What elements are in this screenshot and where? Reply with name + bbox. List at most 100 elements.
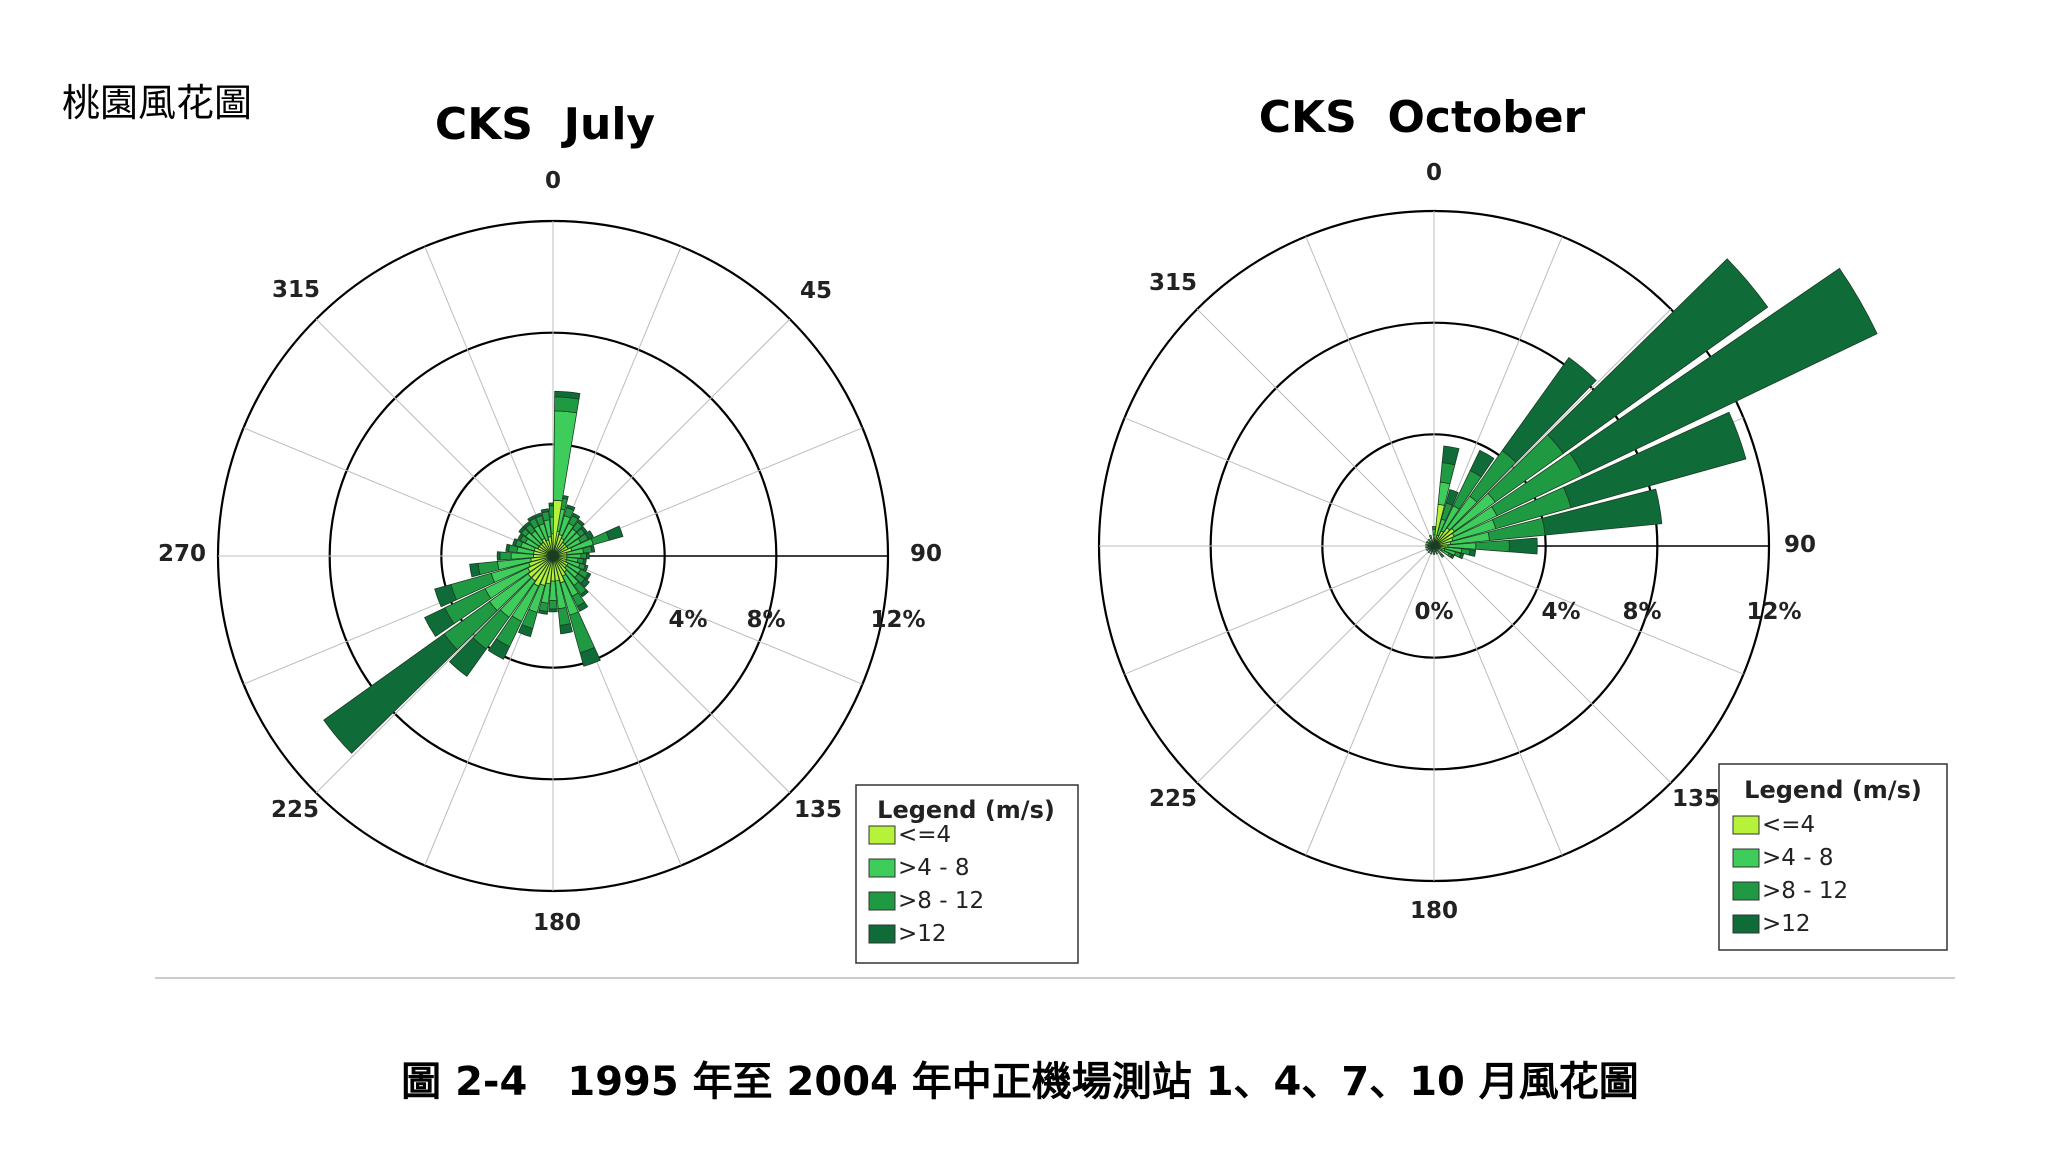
petal-100-bin-3 <box>582 558 587 565</box>
petal-160-bin-1 <box>1435 550 1438 555</box>
petal-30-bin-3 <box>1469 449 1495 478</box>
october-legend: Legend (m/s) <=4 >4 - 8 >8 - 12 >12 <box>1718 763 1948 951</box>
petal-5-bin-3 <box>554 390 581 400</box>
petal-100-bin-3 <box>1468 549 1477 557</box>
grid-spoke <box>1124 545 1435 675</box>
legend-swatch-1 <box>868 858 896 878</box>
petal-110-bin-3 <box>1458 553 1465 560</box>
petal-160-bin-3 <box>579 646 601 667</box>
petal-340-bin-1 <box>1428 534 1433 539</box>
july-labels: 0 45 90 135 180 225 270 315 4% 8% 12% <box>158 168 942 936</box>
petal-90-bin-2 <box>580 553 587 559</box>
petal-90-bin-2 <box>1475 539 1510 553</box>
october-petals <box>1425 258 1878 560</box>
ring-label-0pct: 0% <box>1414 599 1453 625</box>
petal-70-bin-2 <box>590 531 610 546</box>
grid-spoke <box>552 555 863 685</box>
petal-20-bin-3 <box>1445 489 1459 506</box>
petal-120-bin-3 <box>1449 553 1455 560</box>
legend-swatch-3 <box>1732 914 1760 934</box>
grid-spoke <box>1433 545 1672 784</box>
direction-label-180: 180 <box>533 910 581 936</box>
petal-150-bin-3 <box>576 601 589 612</box>
petal-5-bin-1 <box>553 410 578 502</box>
july-legend: Legend (m/s) <=4 >4 - 8 >8 - 12 >12 <box>855 784 1079 964</box>
october-grid <box>1097 209 1771 883</box>
grid-spoke <box>1124 417 1435 547</box>
ring-label-8pct: 8% <box>746 607 785 633</box>
grid-spoke <box>1196 545 1435 784</box>
legend-title-october: Legend (m/s) <box>1744 776 1922 804</box>
petal-10-bin-2 <box>1439 462 1456 485</box>
legend-swatch-0 <box>1732 815 1760 835</box>
petal-80-bin-3 <box>1541 488 1663 536</box>
legend-swatch-1 <box>1732 848 1760 868</box>
petal-140-bin-3 <box>580 589 589 598</box>
wind-rose-july: CKS July 0 45 90 135 180 225 270 315 4% 8% 12% Leg… <box>158 99 1079 964</box>
grid-spoke <box>243 427 554 557</box>
grid-spoke <box>424 246 554 557</box>
petal-180-bin-3 <box>548 608 558 613</box>
grid-spoke <box>315 555 554 794</box>
direction-label-45: 45 <box>800 278 832 304</box>
legend-label-1: >4 - 8 <box>1762 845 1833 871</box>
legend-swatch-2 <box>868 891 896 911</box>
petal-190-bin-3 <box>537 609 548 615</box>
legend-title-july: Legend (m/s) <box>877 796 1055 824</box>
petal-280-bin-1 <box>1425 543 1430 546</box>
grid-spoke <box>552 555 791 794</box>
petal-70-bin-3 <box>605 525 624 541</box>
legend-label-3: >12 <box>1762 911 1811 937</box>
petal-320-bin-1 <box>1427 538 1432 543</box>
petal-120-bin-3 <box>584 572 592 581</box>
petal-180-bin-1 <box>1432 551 1436 555</box>
legend-swatch-3 <box>868 924 896 944</box>
chart-title-july: CKS July <box>435 99 655 150</box>
petal-220-bin-3 <box>448 637 487 677</box>
direction-label-270: 270 <box>158 541 206 567</box>
grid-spoke <box>1196 308 1435 547</box>
direction-label-180: 180 <box>1410 898 1458 924</box>
ring-label-8pct: 8% <box>1622 599 1661 625</box>
petal-110-bin-3 <box>582 564 589 572</box>
petal-220-bin-1 <box>1427 549 1432 554</box>
petal-140-bin-2 <box>1439 553 1445 558</box>
direction-label-225: 225 <box>271 797 319 823</box>
direction-label-135: 135 <box>1672 786 1720 812</box>
petal-5-bin-2 <box>554 396 580 414</box>
petal-200-bin-1 <box>1430 550 1433 555</box>
petal-170-bin-3 <box>559 623 573 635</box>
ring-label-4pct: 4% <box>1541 599 1580 625</box>
petal-20-bin-3 <box>566 504 576 511</box>
petal-290-bin-3 <box>512 538 518 546</box>
direction-label-90: 90 <box>1784 532 1816 558</box>
petal-300-bin-1 <box>1425 540 1430 545</box>
grid-spoke <box>552 318 791 557</box>
petal-40-bin-3 <box>1501 357 1597 463</box>
petal-330-bin-3 <box>527 515 536 523</box>
direction-label-0: 0 <box>1426 160 1442 186</box>
petal-300-bin-3 <box>517 533 524 541</box>
legend-label-1: >4 - 8 <box>898 855 969 881</box>
petal-230-bin-3 <box>323 633 458 754</box>
petal-90-bin-3 <box>585 552 590 560</box>
july-petals <box>323 390 624 754</box>
grid-spoke <box>1305 545 1435 856</box>
petal-340-bin-3 <box>534 512 543 519</box>
direction-label-135: 135 <box>794 797 842 823</box>
petal-260-bin-3 <box>469 562 481 578</box>
direction-label-0: 0 <box>545 168 561 194</box>
petal-60-bin-3 <box>1569 267 1878 476</box>
petal-10-bin-3 <box>1441 445 1460 466</box>
petal-50-bin-3 <box>1547 258 1769 454</box>
petal-90-bin-3 <box>1508 537 1538 555</box>
page-label: 桃園風花圖 <box>62 81 252 125</box>
petal-240-bin-3 <box>424 607 455 637</box>
legend-label-0: <=4 <box>1762 812 1815 838</box>
october-labels: 0 90 135 180 225 315 0% 4% 8% 12% <box>1149 160 1816 924</box>
petal-270-bin-3 <box>496 551 501 561</box>
legend-label-0: <=4 <box>898 822 951 848</box>
legend-swatch-0 <box>868 825 896 845</box>
petal-260-bin-1 <box>1425 546 1430 549</box>
